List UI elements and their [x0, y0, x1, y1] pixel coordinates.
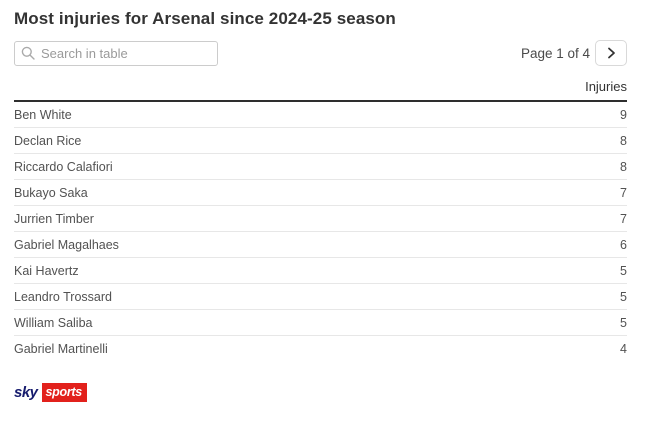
row-player-name: Gabriel Martinelli: [14, 342, 108, 356]
search-box[interactable]: [14, 40, 218, 66]
row-injury-count: 6: [620, 237, 627, 252]
injuries-table: Injuries Ben White 9 Declan Rice 8 Ricca…: [14, 79, 627, 362]
table-row: Gabriel Martinelli 4: [14, 336, 627, 362]
row-injury-count: 4: [620, 342, 627, 356]
row-player-name: Declan Rice: [14, 133, 82, 148]
row-player-name: Leandro Trossard: [14, 289, 112, 304]
next-page-button[interactable]: [595, 40, 627, 66]
row-injury-count: 5: [620, 315, 627, 330]
row-player-name: Ben White: [14, 107, 72, 122]
row-injury-count: 5: [620, 263, 627, 278]
row-player-name: William Saliba: [14, 315, 93, 330]
row-injury-count: 9: [620, 107, 627, 122]
table-toolbar: Page 1 of 4: [14, 40, 627, 66]
sky-sports-logo: sky sports: [14, 383, 87, 402]
table-row: Leandro Trossard 5: [14, 284, 627, 310]
table-row: Ben White 9: [14, 102, 627, 128]
row-player-name: Bukayo Saka: [14, 185, 88, 200]
chevron-right-icon: [607, 47, 615, 59]
row-player-name: Riccardo Calafiori: [14, 159, 113, 174]
row-player-name: Kai Havertz: [14, 263, 79, 278]
row-injury-count: 7: [620, 211, 627, 226]
table-row: Jurrien Timber 7: [14, 206, 627, 232]
column-header-injuries[interactable]: Injuries: [585, 79, 627, 94]
row-injury-count: 7: [620, 185, 627, 200]
row-player-name: Gabriel Magalhaes: [14, 237, 119, 252]
table-row: Kai Havertz 5: [14, 258, 627, 284]
search-input[interactable]: [41, 45, 211, 61]
table-body: Ben White 9 Declan Rice 8 Riccardo Calaf…: [14, 102, 627, 362]
row-injury-count: 8: [620, 133, 627, 148]
row-player-name: Jurrien Timber: [14, 211, 94, 226]
row-injury-count: 5: [620, 289, 627, 304]
table-row: Declan Rice 8: [14, 128, 627, 154]
table-row: Gabriel Magalhaes 6: [14, 232, 627, 258]
page-title: Most injuries for Arsenal since 2024-25 …: [14, 9, 396, 28]
table-row: Riccardo Calafiori 8: [14, 154, 627, 180]
pagination: Page 1 of 4: [521, 40, 627, 66]
row-injury-count: 8: [620, 159, 627, 174]
table-row: William Saliba 5: [14, 310, 627, 336]
table-header-row: Injuries: [14, 79, 627, 102]
sky-logo-text: sky: [14, 383, 38, 401]
table-row: Bukayo Saka 7: [14, 180, 627, 206]
pagination-label: Page 1 of 4: [520, 45, 590, 61]
injuries-table-widget: Most injuries for Arsenal since 2024-25 …: [14, 9, 627, 402]
search-icon: [21, 46, 35, 60]
sports-logo-text: sports: [41, 383, 87, 402]
